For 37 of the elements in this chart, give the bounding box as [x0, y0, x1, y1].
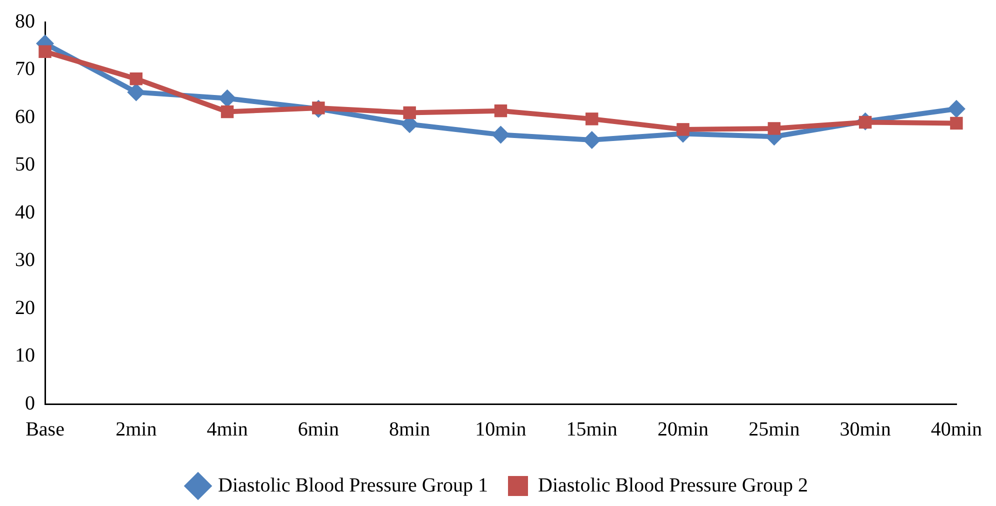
x-tick-label: Base: [26, 418, 65, 440]
point: [312, 102, 325, 114]
point: [218, 89, 236, 108]
y-tick-label: 30: [15, 249, 35, 271]
y-tick-label: 10: [15, 344, 35, 366]
y-tick-label: 80: [15, 10, 35, 32]
y-tick-label: 0: [25, 392, 35, 414]
point: [494, 104, 508, 118]
x-tick-label: 8min: [389, 418, 430, 440]
point: [858, 116, 872, 129]
x-tick-label: 2min: [116, 418, 157, 440]
x-tick-label: 4min: [206, 418, 248, 440]
x-tick-label: 30min: [840, 418, 891, 440]
point: [586, 112, 598, 126]
x-tick-label: 40min: [930, 418, 982, 440]
point: [130, 72, 143, 86]
point: [403, 106, 416, 120]
x-tick-label: 25min: [748, 418, 800, 440]
x-tick-label: 15min: [566, 418, 618, 440]
point: [947, 100, 966, 118]
y-tick-label: 50: [15, 154, 35, 176]
y-tick-label: 40: [15, 201, 35, 224]
point: [38, 45, 52, 58]
x-tick-label: 6min: [298, 418, 339, 440]
point: [127, 83, 146, 102]
y-tick-label: 70: [15, 58, 35, 80]
legend-label: Diastolic Blood Pressure Group 2: [538, 474, 808, 496]
x-tick-label: 20min: [657, 418, 709, 440]
y-tick-label: 20: [15, 296, 35, 319]
point: [768, 122, 781, 135]
y-tick-label: 60: [15, 106, 35, 128]
x-tick-label: 10min: [475, 418, 526, 440]
point: [676, 123, 690, 136]
point: [950, 116, 963, 130]
legend-label: Diastolic Blood Pressure Group 1: [218, 474, 488, 496]
point: [220, 105, 234, 118]
point: [492, 126, 510, 144]
